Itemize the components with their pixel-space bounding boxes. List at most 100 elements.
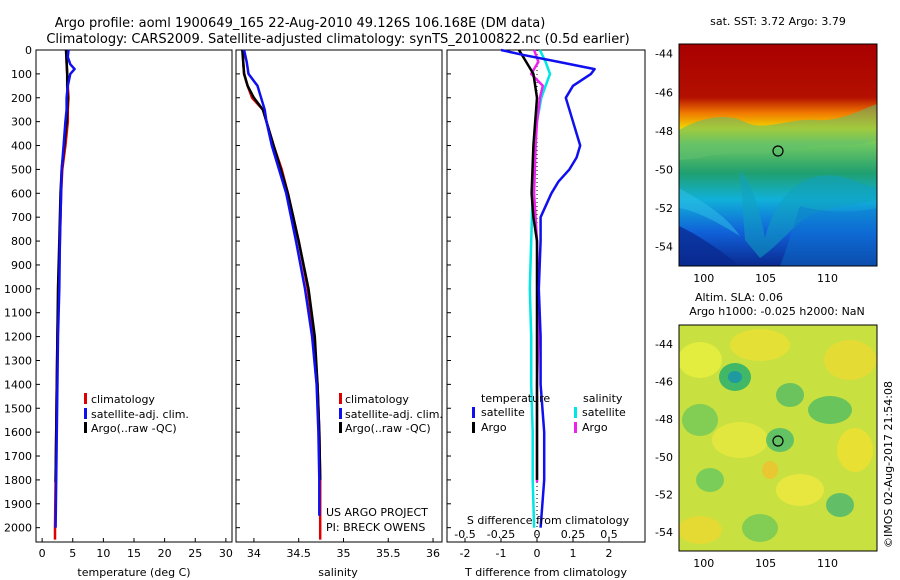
legend-swatch-climatology — [339, 393, 342, 404]
legend-label-climatology: climatology — [345, 393, 409, 406]
x-tick-label: -1 — [496, 547, 507, 560]
sst-map-title: sat. SST: 3.72 Argo: 3.79 — [710, 15, 846, 28]
depth-tick-label: 1100 — [4, 307, 32, 320]
temperature-series-satellite — [54, 49, 76, 528]
salinity-legend: climatology satellite-adj. clim. Argo(..… — [339, 393, 443, 435]
difference-series-temp-argo — [517, 49, 539, 480]
project-pi: PI: BRECK OWENS — [326, 521, 425, 534]
legend-swatch-temp-satellite — [472, 407, 475, 418]
legend-swatch-sal-satellite — [574, 407, 577, 418]
depth-tick-label: 1700 — [4, 450, 32, 463]
depth-tick-label: 600 — [11, 187, 32, 200]
timestamp: ©IMOS 02-Aug-2017 21:54:08 — [882, 381, 895, 548]
legend-label-satellite: satellite-adj. clim. — [345, 408, 443, 421]
map-y-tick-label: -46 — [655, 86, 673, 99]
map-y-tick-label: -48 — [655, 413, 673, 426]
x-tick-label: 30 — [219, 547, 233, 560]
map-y-tick-label: -50 — [655, 163, 673, 176]
x-tick-label: 15 — [127, 547, 141, 560]
sla-map-subtitle: Argo h1000: -0.025 h2000: NaN — [689, 305, 865, 318]
project-name: US ARGO PROJECT — [326, 506, 428, 519]
x-tick-label: 35 — [336, 547, 350, 560]
depth-tick-label: 400 — [11, 140, 32, 153]
legend-swatch-argo — [339, 422, 342, 433]
legend-swatch-sal-argo — [574, 422, 577, 433]
map-x-tick-label: 100 — [693, 272, 714, 285]
depth-tick-label: 1600 — [4, 426, 32, 439]
map-y-tick-label: -44 — [655, 338, 673, 351]
depth-tick-label: 100 — [11, 68, 32, 81]
x-tick-top-label: -0.5 — [454, 528, 475, 541]
x-tick-label: 34.5 — [286, 547, 311, 560]
map-y-tick-label: -52 — [655, 202, 673, 215]
sla-map-title: Altim. SLA: 0.06 — [695, 291, 783, 304]
map-y-tick-label: -48 — [655, 125, 673, 138]
x-tick-label: 36 — [426, 547, 440, 560]
map-x-tick-label: 110 — [817, 557, 838, 570]
title-line2: Climatology: CARS2009. Satellite-adjuste… — [46, 32, 629, 47]
x-tick-label: -2 — [460, 547, 471, 560]
map-y-tick-label: -52 — [655, 489, 673, 502]
x-tick-top-label: -0.25 — [487, 528, 515, 541]
title-line1: Argo profile: aoml 1900649_165 22-Aug-20… — [55, 16, 546, 31]
difference-xlabel-top: S difference from climatology — [467, 514, 630, 527]
legend-swatch-climatology — [84, 393, 87, 404]
legend-label-sal-satellite: satellite — [582, 406, 626, 419]
depth-tick-label: 200 — [11, 92, 32, 105]
depth-tick-label: 1400 — [4, 378, 32, 391]
legend-swatch-argo — [84, 422, 87, 433]
map-x-tick-label: 105 — [755, 557, 776, 570]
depth-tick-label: 1300 — [4, 354, 32, 367]
legend-label-argo: Argo(..raw -QC) — [91, 422, 177, 435]
depth-tick-label: 1000 — [4, 283, 32, 296]
difference-legend: temperature salinity satellite Argo sate… — [472, 392, 626, 434]
depth-tick-label: 1200 — [4, 331, 32, 344]
x-tick-label: 0 — [534, 547, 541, 560]
depth-tick-label: 800 — [11, 235, 32, 248]
legend-label-climatology: climatology — [91, 393, 155, 406]
sst-map-argo-marker — [772, 145, 784, 157]
depth-tick-label: 1900 — [4, 498, 32, 511]
sst-map-frame — [678, 43, 878, 267]
sla-map-argo-marker — [772, 435, 784, 447]
depth-tick-label: 500 — [11, 163, 32, 176]
x-tick-label: 10 — [96, 547, 110, 560]
depth-tick-label: 1800 — [4, 474, 32, 487]
map-y-tick-label: -54 — [655, 241, 673, 254]
x-tick-top-label: 0.25 — [561, 528, 586, 541]
x-tick-label: 25 — [188, 547, 202, 560]
depth-tick-label: 2000 — [4, 522, 32, 535]
depth-tick-label: 0 — [25, 44, 32, 57]
salinity-series-argo — [241, 49, 322, 480]
sla-heatmap — [679, 325, 877, 551]
x-tick-label: 34 — [247, 547, 261, 560]
legend-swatch-satellite — [339, 408, 342, 419]
difference-axes — [446, 49, 646, 543]
map-y-tick-label: -50 — [655, 451, 673, 464]
legend-swatch-satellite — [84, 408, 87, 419]
x-tick-label: 20 — [158, 547, 172, 560]
legend-label-temp-satellite: satellite — [481, 406, 525, 419]
legend-label-satellite: satellite-adj. clim. — [91, 408, 189, 421]
x-tick-label: 0 — [39, 547, 46, 560]
temperature-legend: climatology satellite-adj. clim. Argo(..… — [84, 393, 189, 435]
legend-header-temperature: temperature — [481, 392, 550, 405]
legend-swatch-temp-argo — [472, 422, 475, 433]
map-y-tick-label: -44 — [655, 48, 673, 61]
sst-heatmap — [679, 44, 877, 266]
legend-label-argo: Argo(..raw -QC) — [345, 422, 431, 435]
x-tick-label: 35.5 — [376, 547, 401, 560]
sla-map-frame — [678, 324, 878, 552]
map-y-tick-label: -54 — [655, 526, 673, 539]
map-x-tick-label: 110 — [817, 272, 838, 285]
legend-label-temp-argo: Argo — [481, 421, 507, 434]
map-y-tick-label: -46 — [655, 376, 673, 389]
depth-tick-label: 1500 — [4, 402, 32, 415]
depth-tick-label: 900 — [11, 259, 32, 272]
x-tick-label: 5 — [69, 547, 76, 560]
map-x-tick-label: 100 — [693, 557, 714, 570]
temperature-xlabel: temperature (deg C) — [77, 566, 190, 579]
map-x-tick-label: 105 — [755, 272, 776, 285]
salinity-series-satellite — [242, 49, 321, 516]
